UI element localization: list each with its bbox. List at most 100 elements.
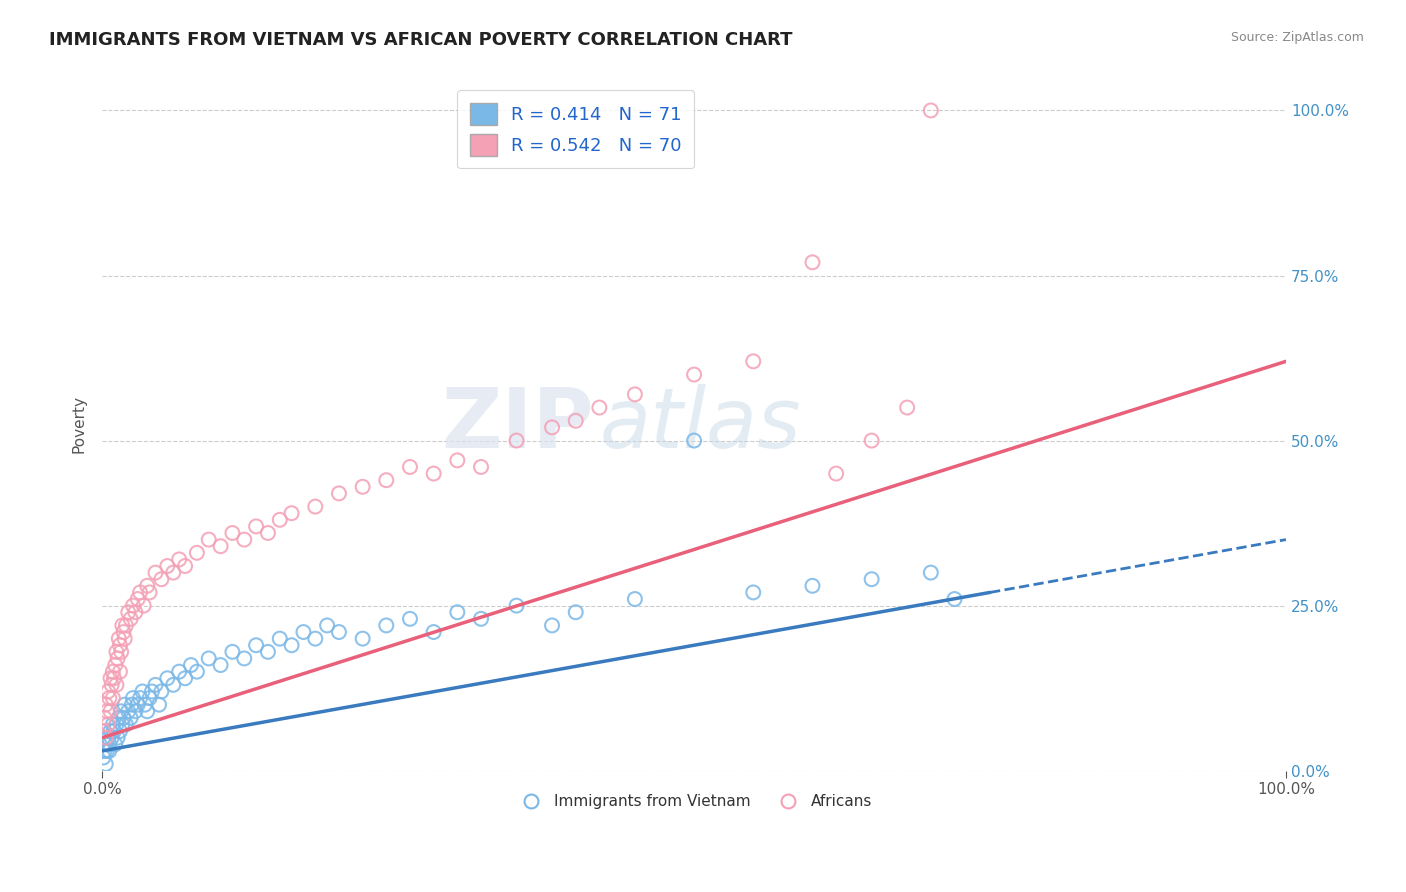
Point [100,731,122,745]
Point [100,724,122,739]
Point [588,401,610,415]
Point [186,665,208,679]
Point [122,599,145,613]
Point [97,684,120,698]
Point [97,717,120,731]
Point [138,585,160,599]
Point [316,618,339,632]
Point [105,717,128,731]
Point [96,744,118,758]
Point [136,579,159,593]
Point [121,698,143,712]
Point [104,658,127,673]
Point [105,678,128,692]
Point [446,453,468,467]
Point [103,724,125,739]
Point [280,638,302,652]
Point [104,737,127,751]
Point [117,605,139,619]
Point [141,684,163,698]
Point [100,671,122,685]
Point [134,698,156,712]
Point [131,684,153,698]
Point [115,717,138,731]
Point [896,401,918,415]
Point [100,704,122,718]
Point [94,731,117,745]
Point [93,744,115,758]
Point [162,678,184,692]
Point [105,645,128,659]
Point [122,691,145,706]
Point [505,434,527,448]
Point [209,539,232,553]
Point [375,618,398,632]
Point [186,546,208,560]
Point [624,592,647,607]
Point [197,651,219,665]
Point [97,731,120,745]
Point [117,704,139,718]
Point [111,618,134,632]
Point [100,678,122,692]
Point [145,566,167,580]
Point [94,698,117,712]
Point [825,467,848,481]
Point [399,612,422,626]
Point [446,605,468,619]
Point [98,737,121,751]
Point [136,704,159,718]
Point [422,467,444,481]
Point [269,632,291,646]
Point [132,599,155,613]
Text: IMMIGRANTS FROM VIETNAM VS AFRICAN POVERTY CORRELATION CHART: IMMIGRANTS FROM VIETNAM VS AFRICAN POVER… [49,31,793,49]
Point [101,717,124,731]
Y-axis label: Poverty: Poverty [72,395,86,453]
Point [156,559,179,574]
Point [98,691,121,706]
Text: atlas: atlas [599,384,801,465]
Point [120,612,142,626]
Point [233,651,256,665]
Point [197,533,219,547]
Point [564,414,586,428]
Point [127,592,149,607]
Point [304,500,326,514]
Point [101,691,124,706]
Point [683,368,706,382]
Point [209,658,232,673]
Point [148,698,170,712]
Point [245,519,267,533]
Point [860,434,883,448]
Point [120,711,142,725]
Point [470,612,492,626]
Text: ZIP: ZIP [441,384,593,465]
Point [107,731,129,745]
Point [470,460,492,475]
Point [233,533,256,547]
Point [352,632,374,646]
Point [156,671,179,685]
Point [107,632,129,646]
Point [221,526,243,541]
Point [683,434,706,448]
Point [150,684,173,698]
Point [145,678,167,692]
Point [422,625,444,640]
Point [352,480,374,494]
Point [943,592,966,607]
Point [162,566,184,580]
Point [328,486,350,500]
Point [328,625,350,640]
Point [742,354,765,368]
Point [245,638,267,652]
Point [94,737,117,751]
Point [110,704,132,718]
Point [399,460,422,475]
Point [114,632,136,646]
Point [920,566,942,580]
Point [108,638,131,652]
Point [115,618,138,632]
Point [180,658,202,673]
Point [112,711,135,725]
